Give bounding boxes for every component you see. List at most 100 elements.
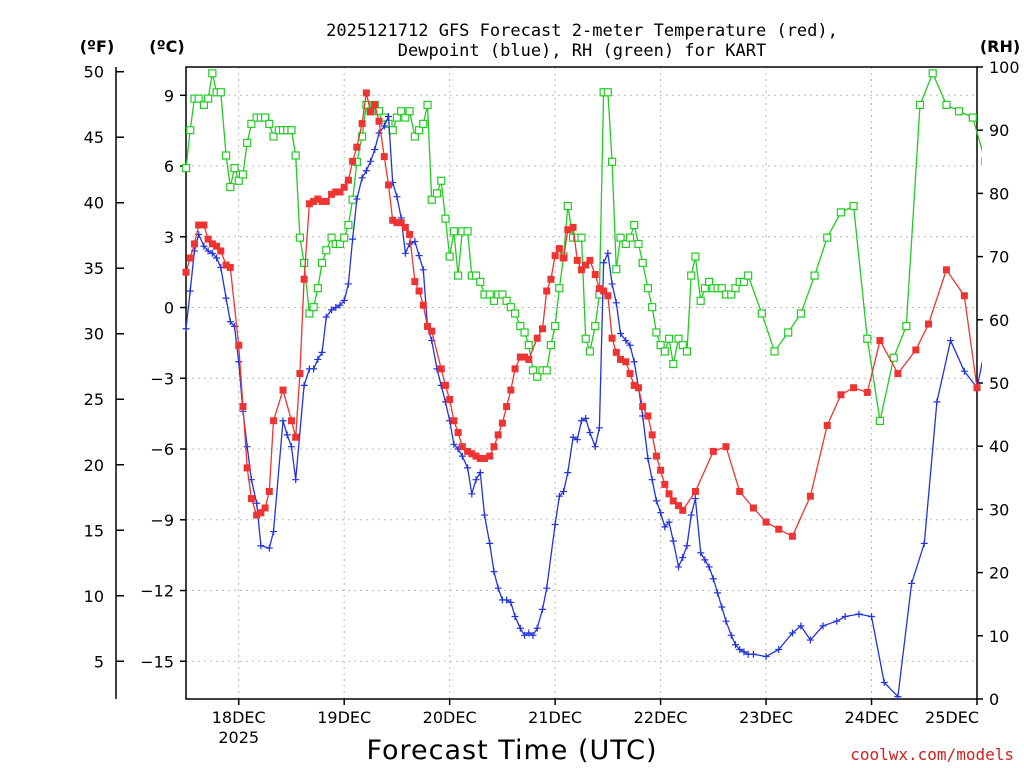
temperature-point bbox=[722, 443, 730, 451]
dewpoint-point bbox=[310, 365, 318, 373]
dewpoint-point bbox=[332, 304, 340, 312]
rh-point bbox=[603, 88, 612, 97]
rh-point bbox=[291, 151, 300, 160]
dewpoint-point bbox=[516, 624, 524, 632]
credit-label: coolwx.com/models bbox=[850, 745, 1014, 764]
dewpoint-point bbox=[600, 259, 608, 267]
temperature-point bbox=[450, 417, 458, 425]
rh-point bbox=[739, 277, 749, 286]
temperature-point bbox=[397, 219, 405, 227]
rh-point bbox=[648, 303, 657, 312]
dewpoint-point bbox=[644, 454, 652, 462]
temperature-point bbox=[863, 388, 871, 396]
rh-point bbox=[401, 113, 410, 122]
rh-point bbox=[414, 126, 424, 135]
temperature-point bbox=[749, 504, 757, 512]
dewpoint-point bbox=[841, 612, 849, 620]
celsius-tick-label: −6 bbox=[150, 440, 174, 459]
rh-point bbox=[243, 138, 252, 147]
rh-point bbox=[181, 164, 191, 173]
time-tick-label: 20DEC bbox=[423, 708, 477, 727]
rh-point bbox=[954, 107, 964, 116]
time-tick-label: 23DEC bbox=[739, 708, 793, 727]
rh-point bbox=[630, 220, 639, 230]
temperature-point bbox=[441, 381, 449, 389]
dewpoint-point bbox=[279, 417, 287, 425]
temperature-point bbox=[837, 391, 845, 399]
dewpoint-point bbox=[652, 497, 660, 505]
temperature-point bbox=[265, 487, 273, 495]
rh-point bbox=[669, 359, 678, 369]
temperature-point bbox=[608, 334, 616, 342]
temperature-point bbox=[516, 353, 524, 361]
rh-point bbox=[327, 233, 336, 242]
rh-point bbox=[405, 107, 414, 116]
rh-point bbox=[664, 334, 674, 343]
fahrenheit-tick-label: 35 bbox=[84, 259, 104, 278]
rh-point bbox=[585, 347, 595, 356]
rh-point bbox=[823, 233, 832, 242]
temperature-point bbox=[305, 200, 313, 208]
dewpoint-point bbox=[819, 622, 827, 630]
dewpoint-point bbox=[287, 443, 295, 451]
temperature-point bbox=[458, 443, 466, 451]
dewpoint-point bbox=[380, 122, 388, 130]
celsius-tick-label: 6 bbox=[164, 157, 174, 176]
time-tick-label: 22DEC bbox=[634, 708, 688, 727]
temperature-point bbox=[384, 181, 392, 189]
fahrenheit-tick-label: 50 bbox=[84, 63, 104, 82]
rh-point bbox=[506, 303, 515, 312]
temperature-point bbox=[182, 268, 190, 276]
temperature-point bbox=[349, 157, 357, 165]
rh-point bbox=[335, 239, 345, 249]
rh-point bbox=[340, 233, 349, 242]
temperature-point bbox=[573, 256, 581, 264]
dewpoint-point bbox=[362, 167, 370, 175]
rh-point bbox=[269, 132, 278, 141]
temperature-point bbox=[239, 403, 247, 411]
rh-point bbox=[674, 334, 683, 343]
dewpoint-point bbox=[705, 563, 713, 571]
rh-point bbox=[410, 132, 419, 141]
rh-point bbox=[784, 328, 793, 337]
dewpoint-point bbox=[222, 294, 230, 302]
temperature-point bbox=[322, 197, 330, 205]
temperature-point bbox=[472, 452, 480, 460]
rh-point bbox=[849, 201, 858, 211]
temperature-point bbox=[287, 417, 295, 425]
rh-point bbox=[981, 157, 982, 166]
dewpoint-point bbox=[661, 523, 669, 531]
temperature-point bbox=[213, 242, 221, 250]
rh-point bbox=[528, 366, 538, 375]
rh-tick-label: 20 bbox=[989, 564, 1009, 583]
fahrenheit-tick-label: 15 bbox=[84, 521, 104, 540]
rh-point bbox=[555, 284, 564, 293]
dewpoint-point bbox=[657, 509, 665, 517]
temperature-point bbox=[648, 431, 656, 439]
rh-tick-label: 60 bbox=[989, 311, 1009, 330]
dewpoint-point bbox=[582, 414, 590, 422]
rh-point bbox=[634, 239, 643, 249]
temperature-point bbox=[310, 197, 318, 205]
celsius-tick-label: −3 bbox=[150, 369, 174, 388]
temperature-point bbox=[344, 176, 352, 184]
dewpoint-line bbox=[185, 116, 982, 699]
rh-point bbox=[577, 233, 586, 242]
dewpoint-point bbox=[300, 381, 308, 389]
dewpoint-point bbox=[855, 610, 863, 618]
axes: −15−12−9−6−30369510152025303540455001020… bbox=[84, 58, 1020, 747]
rh-tick-label: 80 bbox=[989, 184, 1009, 203]
temperature-point bbox=[533, 334, 541, 342]
dewpoint-point bbox=[415, 252, 423, 260]
rh-axis-unit: (RH) bbox=[980, 37, 1020, 56]
fahrenheit-tick-label: 40 bbox=[84, 194, 104, 213]
rh-point bbox=[731, 284, 740, 293]
temperature-point bbox=[190, 240, 198, 248]
dewpoint-point bbox=[257, 542, 265, 550]
time-tick-label: 19DEC bbox=[317, 708, 371, 727]
temperature-point bbox=[406, 230, 414, 238]
rh-point bbox=[727, 290, 736, 299]
rh-point bbox=[691, 252, 700, 261]
celsius-tick-label: 3 bbox=[164, 228, 174, 247]
rh-point bbox=[696, 296, 705, 305]
